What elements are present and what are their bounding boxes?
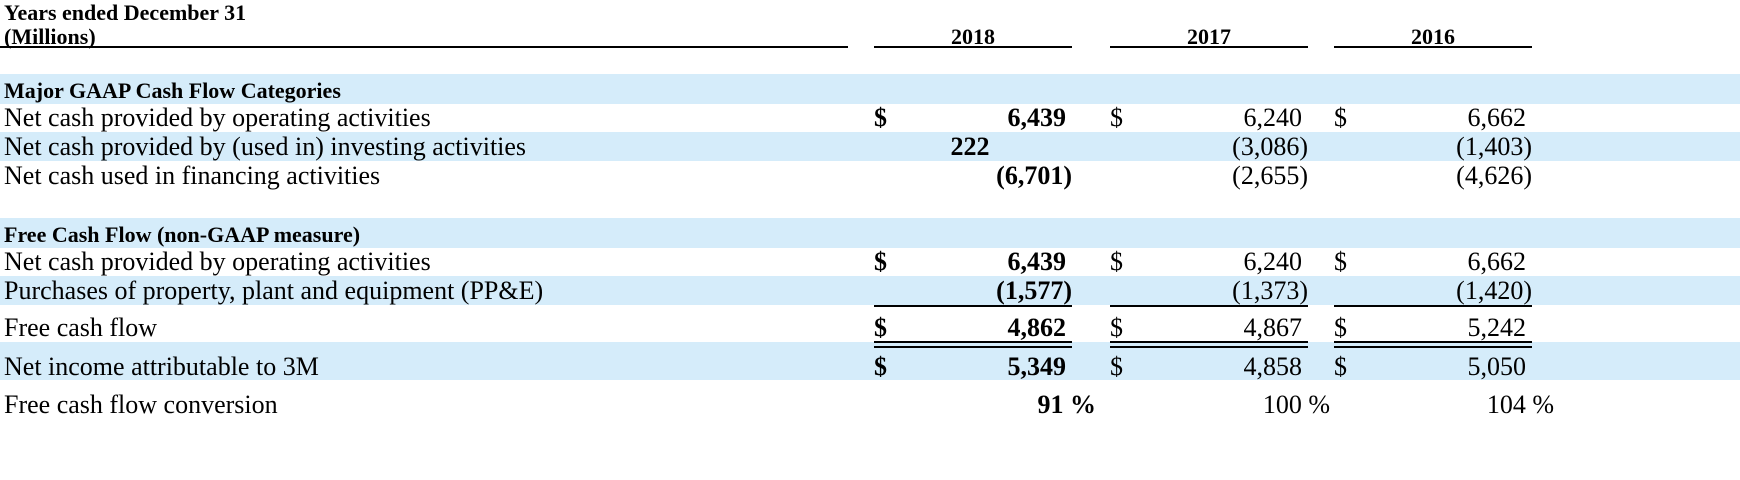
value-cell: 91 %: [1037, 390, 1097, 419]
dollar-sign: $: [1334, 247, 1347, 276]
section-title: Major GAAP Cash Flow Categories: [4, 78, 341, 103]
dollar-sign: $: [1334, 313, 1347, 342]
row-label: Net cash provided by (used in) investing…: [4, 132, 527, 161]
year-rule: [1334, 46, 1532, 48]
value-cell: (1,420): [1456, 276, 1532, 305]
year-rule: [874, 46, 1072, 48]
dollar-sign: $: [1110, 313, 1123, 342]
row-label: Free cash flow: [4, 313, 158, 342]
row-band: [0, 342, 1740, 380]
value-cell: 6,662: [1467, 247, 1527, 276]
value-cell: (1,373): [1232, 276, 1308, 305]
value-cell: 6,240: [1243, 103, 1303, 132]
value-cell: 6,439: [1007, 103, 1067, 132]
value-cell: 4,858: [1243, 352, 1303, 381]
value-cell: (4,626): [1456, 161, 1532, 190]
row-band: [0, 276, 1740, 305]
section-title: Free Cash Flow (non-GAAP measure): [4, 222, 361, 247]
subtotal-rule: [874, 305, 1072, 307]
value-cell: (3,086): [1232, 132, 1308, 161]
value-cell: 6,439: [1007, 247, 1067, 276]
dollar-sign: $: [1110, 352, 1123, 381]
value-cell: (6,701): [996, 161, 1072, 190]
dollar-sign: $: [1334, 103, 1347, 132]
header-period: Years ended December 31: [4, 0, 247, 25]
value-cell: 222: [950, 132, 990, 161]
row-label: Free cash flow conversion: [4, 390, 278, 419]
value-cell: (2,655): [1232, 161, 1308, 190]
year-header: 2017: [1187, 24, 1231, 49]
year-rule: [1110, 46, 1308, 48]
row-band: [0, 132, 1740, 161]
section2-title-band: [0, 218, 1740, 248]
value-cell: (1,577): [996, 276, 1072, 305]
value-cell: 5,242: [1467, 313, 1527, 342]
value-cell: 5,050: [1467, 352, 1527, 381]
dollar-sign: $: [1110, 247, 1123, 276]
dollar-sign: $: [874, 247, 887, 276]
value-cell: 4,862: [1007, 313, 1067, 342]
dollar-sign: $: [1334, 352, 1347, 381]
subtotal-rule: [1334, 305, 1532, 307]
dollar-sign: $: [874, 313, 887, 342]
value-cell: 6,240: [1243, 247, 1303, 276]
total-double-rule: [874, 341, 1072, 348]
dollar-sign: $: [1110, 103, 1123, 132]
row-label: Net cash provided by operating activitie…: [4, 247, 431, 276]
year-header: 2016: [1411, 24, 1455, 49]
subtotal-rule: [1110, 305, 1308, 307]
row-label: Net cash used in financing activities: [4, 161, 381, 190]
year-header: 2018: [951, 24, 995, 49]
section1-title-band: [0, 74, 1740, 104]
value-cell: 5,349: [1007, 352, 1067, 381]
value-cell: (1,403): [1456, 132, 1532, 161]
value-cell: 104 %: [1486, 390, 1554, 419]
row-label: Purchases of property, plant and equipme…: [4, 276, 544, 305]
row-label: Net cash provided by operating activitie…: [4, 103, 431, 132]
value-cell: 4,867: [1243, 313, 1303, 342]
value-cell: 6,662: [1467, 103, 1527, 132]
header-rule: [0, 46, 848, 48]
header-units: (Millions): [4, 24, 96, 49]
row-label: Net income attributable to 3M: [4, 352, 319, 381]
dollar-sign: $: [874, 352, 887, 381]
dollar-sign: $: [874, 103, 887, 132]
total-double-rule: [1334, 341, 1532, 348]
total-double-rule: [1110, 341, 1308, 348]
value-cell: 100 %: [1262, 390, 1330, 419]
